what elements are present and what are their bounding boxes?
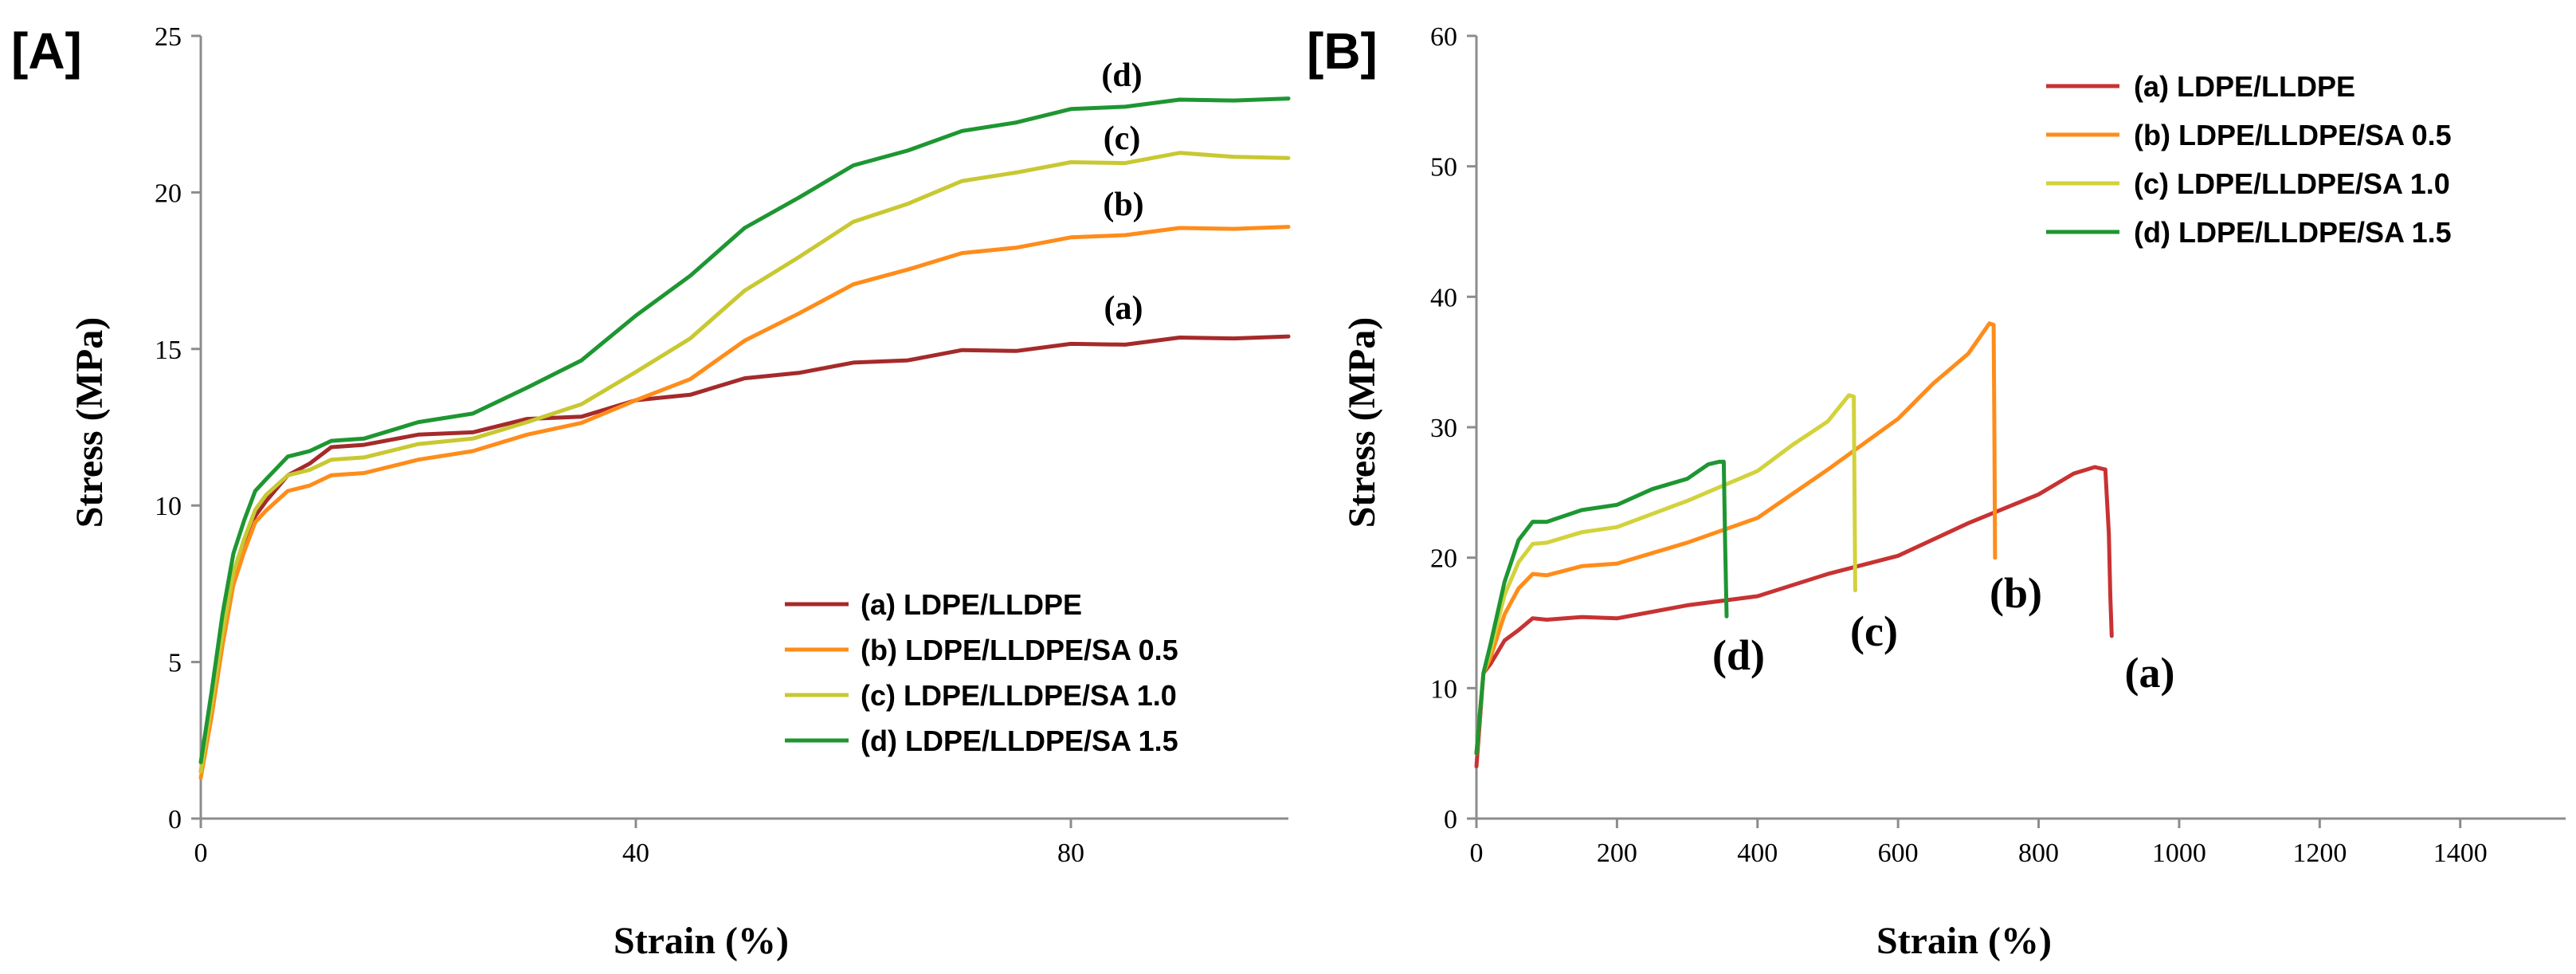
panel-a-series-c [198,151,1291,774]
panel-b-x-tick-label: 600 [1878,839,1919,868]
panel-a-legend: (a) LDPE/LLDPE (b) LDPE/LLDPE/SA 0.5 (c) L… [785,588,1178,757]
panel-a: [A] Stress (MPa) Strain (%) 0 5 10 15 20 25 0 4… [11,22,1291,962]
panel-b-y-tick-label: 50 [1430,153,1457,183]
panel-a-legend-label: (b) LDPE/LLDPE/SA 0.5 [861,634,1178,666]
panel-b-annotation-b: (b) [1990,569,2042,617]
panel-b-y-tick-label: 10 [1430,674,1457,704]
panel-b-x-tick-label: 400 [1737,839,1778,868]
panel-b-series-d [1474,459,1729,756]
panel-b-legend-label: (c) LDPE/LLDPE/SA 1.0 [2134,167,2450,200]
panel-a-axes: 0 5 10 15 20 25 0 40 80 [155,22,1288,868]
panel-b-y-tick-label: 40 [1430,283,1457,312]
panel-b-x-tick-label: 200 [1597,839,1637,868]
panel-b-series-c [1474,393,1857,756]
panel-a-label: [A] [11,22,82,80]
panel-b-annotations: (d) (c) (b) (a) [1712,569,2174,697]
panel-b-x-tick-label: 800 [2018,839,2059,868]
panel-b-series-a [1474,465,2114,768]
panel-a-series [198,96,1291,780]
panel-b-y-tick-label: 30 [1430,414,1457,443]
panel-a-y-tick-label: 0 [168,805,182,835]
panel-a-y-tick-label: 10 [155,492,182,521]
panel-a-x-tick-label: 40 [622,839,649,868]
panel-a-series-b [198,225,1291,780]
panel-b-legend-label: (b) LDPE/LLDPE/SA 0.5 [2134,119,2452,151]
panel-a-legend-label: (c) LDPE/LLDPE/SA 1.0 [861,679,1177,712]
panel-b-x-tick-label: 0 [1470,839,1484,868]
panel-b-annotation-c: (c) [1850,607,1898,655]
panel-a-series-d [198,96,1291,764]
panel-b-xlabel: Strain (%) [1876,920,2052,962]
panel-a-annotation-b: (b) [1103,187,1143,223]
panel-b-y-tick-label: 60 [1430,22,1457,52]
panel-a-y-tick-label: 5 [168,649,182,678]
panel-a-annotation-d: (d) [1101,57,1142,94]
panel-a-legend-label: (a) LDPE/LLDPE [861,588,1082,621]
panel-a-legend-label: (d) LDPE/LLDPE/SA 1.5 [861,725,1178,757]
panel-b: [B] Stress (MPa) Strain (%) 0 10 20 30 40 50 6… [1307,22,2566,962]
panel-b-x-tick-label: 1200 [2292,839,2347,868]
panel-b-x-tick-label: 1400 [2433,839,2488,868]
panel-a-y-tick-label: 20 [155,179,182,208]
panel-b-x-tick-label: 1000 [2152,839,2206,868]
panel-b-y-tick-label: 0 [1444,805,1457,835]
panel-a-x-tick-label: 0 [194,839,208,868]
panel-b-legend-label: (a) LDPE/LLDPE [2134,70,2355,103]
panel-b-y-tick-label: 20 [1430,544,1457,574]
panel-a-annotations: (d) (c) (b) (a) [1101,57,1143,327]
panel-b-ylabel: Stress (MPa) [1341,317,1383,528]
panel-a-y-tick-label: 15 [155,336,182,365]
panel-a-annotation-a: (a) [1104,290,1143,327]
panel-b-annotation-d: (d) [1712,631,1765,679]
panel-b-legend-label: (d) LDPE/LLDPE/SA 1.5 [2134,216,2452,249]
panel-a-xlabel: Strain (%) [614,920,789,962]
panel-a-annotation-c: (c) [1104,120,1141,157]
panel-b-series [1474,321,2114,768]
panel-a-y-tick-label: 25 [155,22,182,52]
panel-a-x-tick-label: 80 [1057,839,1084,868]
panel-b-annotation-a: (a) [2125,649,2175,697]
panel-b-label: [B] [1307,22,1378,80]
panel-b-series-b [1474,321,1998,756]
panel-a-ylabel: Stress (MPa) [69,317,111,528]
panel-b-legend: (a) LDPE/LLDPE (b) LDPE/LLDPE/SA 0.5 (c) L… [2046,70,2452,249]
